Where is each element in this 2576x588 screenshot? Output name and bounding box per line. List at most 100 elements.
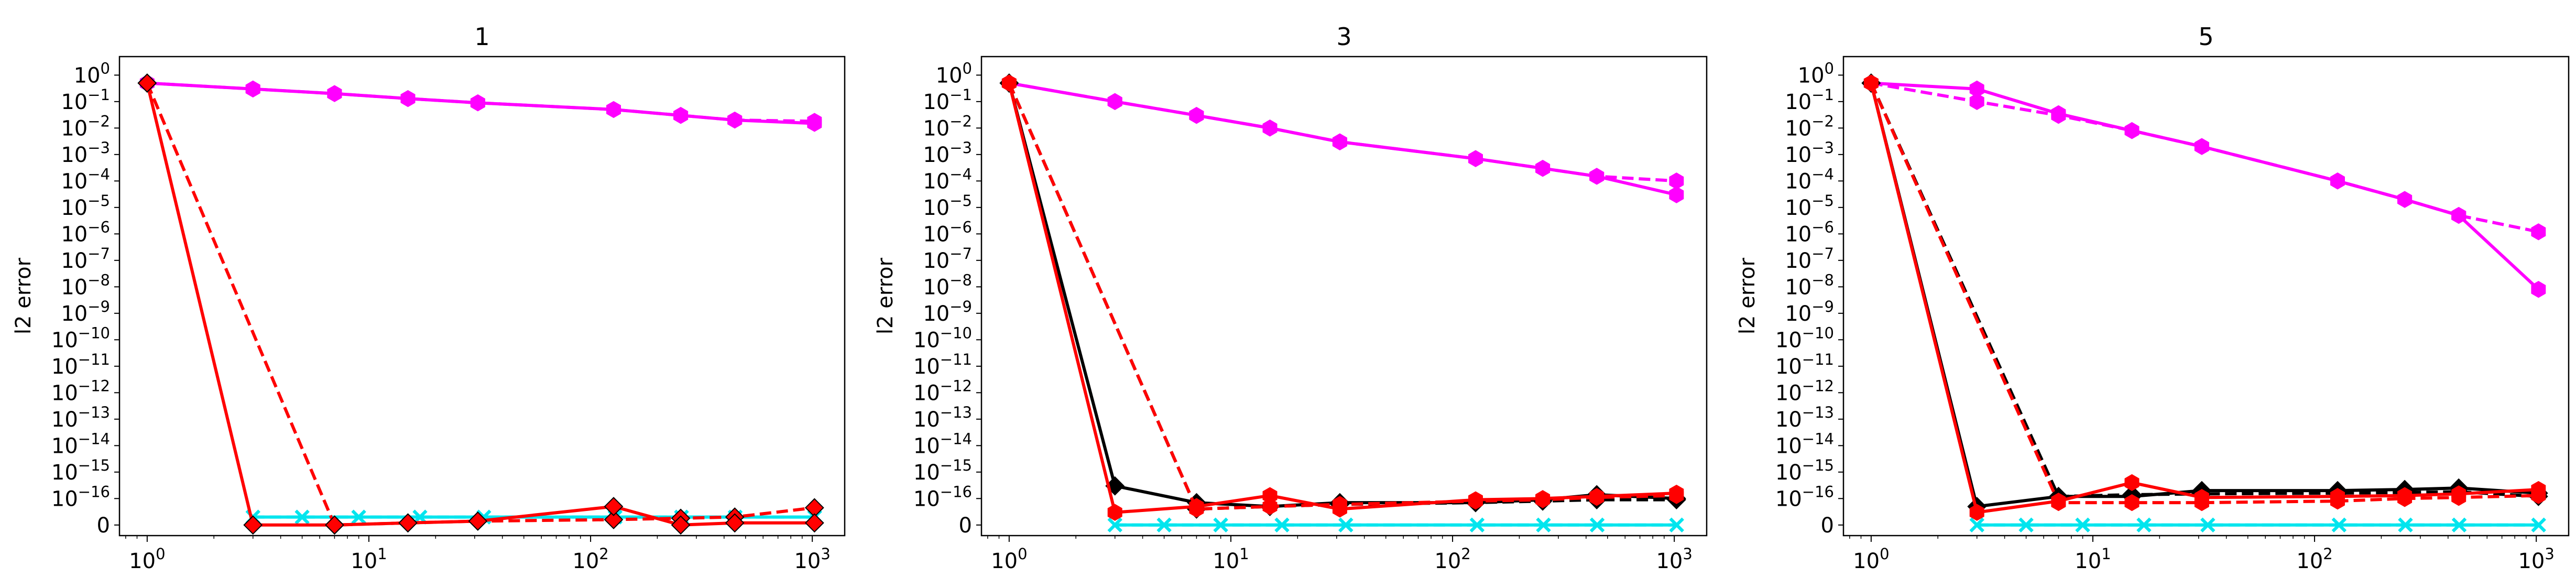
subplot-title: 1 (474, 23, 489, 51)
data-point (1262, 498, 1278, 515)
data-point (2397, 487, 2413, 504)
y-tick-label: 10−5 (923, 192, 972, 220)
axes-frame (118, 56, 846, 537)
data-point (325, 515, 344, 535)
plot-area (137, 73, 824, 535)
data-point (2124, 474, 2140, 492)
y-tick-label: 10−15 (913, 456, 972, 485)
data-point (1332, 133, 1347, 150)
y-tick-label: 10−11 (1775, 351, 1834, 379)
data-point (1468, 491, 1483, 508)
x-tick-label: 101 (351, 545, 387, 573)
data-point (1332, 500, 1347, 518)
subplot-title: 5 (2198, 23, 2213, 51)
data-point (1589, 168, 1604, 185)
series-5 (137, 73, 824, 535)
data-point (2451, 206, 2466, 224)
y-tick-label: 10−4 (61, 165, 110, 193)
y-tick-label: 10−8 (923, 271, 972, 299)
y-tick-label: 10−8 (1785, 271, 1834, 299)
data-point (137, 73, 157, 93)
x-tick-label: 100 (991, 545, 1027, 573)
data-point (2051, 493, 2066, 510)
data-point (1001, 74, 1017, 92)
y-tick-label: 10−8 (61, 271, 110, 299)
data-point (2451, 517, 2467, 532)
data-point (351, 509, 366, 525)
y-tick-label: 10−10 (51, 324, 110, 352)
data-point (2124, 494, 2140, 511)
series-3 (1107, 517, 1684, 532)
data-point (398, 513, 418, 533)
subplot-5: 5l2 error010−1610−1510−1410−1310−1210−11… (1735, 23, 2570, 573)
series-7 (1863, 74, 2546, 521)
y-tick-label: 10−2 (1785, 112, 1834, 140)
axes-frame (1842, 56, 2570, 537)
data-point (1536, 517, 1551, 532)
y-tick-label: 10−10 (913, 324, 972, 352)
y-tick-label: 10−12 (913, 377, 972, 405)
y-tick-label: 10−9 (1785, 298, 1834, 326)
data-point (1969, 93, 1984, 110)
y-tick-label: 10−7 (923, 245, 972, 273)
x-tick-label: 100 (129, 545, 165, 573)
series-line (1870, 82, 2539, 505)
x-tick-label: 102 (1434, 545, 1470, 573)
x-tick-label: 103 (2518, 545, 2554, 573)
data-point (1262, 487, 1278, 504)
y-tick-label: 0 (97, 514, 110, 538)
x-tick-label: 102 (2296, 545, 2332, 573)
y-tick-label: 100 (1798, 59, 1834, 88)
data-point (1213, 517, 1228, 532)
y-tick-label: 10−1 (61, 86, 110, 114)
axes-frame (980, 56, 1708, 537)
y-tick-label: 10−2 (61, 112, 110, 140)
x-tick-label: 101 (1213, 545, 1249, 573)
subplot-title: 3 (1336, 23, 1351, 51)
data-point (2194, 489, 2209, 506)
y-tick-label: 10−10 (1775, 324, 1834, 352)
data-point (725, 513, 745, 533)
data-point (2531, 517, 2546, 532)
y-tick-label: 10−3 (923, 139, 972, 167)
data-point (1107, 504, 1122, 521)
data-point (2398, 517, 2413, 532)
y-tick-label: 10−2 (923, 112, 972, 140)
data-point (1189, 498, 1204, 515)
y-tick-label: 0 (959, 514, 972, 538)
data-point (2330, 172, 2345, 190)
y-tick-label: 10−4 (923, 165, 972, 193)
y-tick-label: 10−1 (923, 86, 972, 114)
data-point (1969, 517, 1984, 532)
data-point (294, 509, 310, 525)
data-point (2051, 105, 2066, 123)
y-tick-label: 10−16 (51, 483, 110, 511)
data-point (1274, 517, 1290, 532)
y-tick-label: 10−13 (51, 404, 110, 432)
y-tick-label: 10−9 (61, 298, 110, 326)
data-point (1669, 517, 1684, 532)
y-tick-label: 10−11 (51, 351, 110, 379)
plot-area (999, 73, 1686, 532)
data-point (470, 94, 485, 112)
y-tick-label: 10−3 (61, 139, 110, 167)
subplot-3: 3l2 error010−1610−1510−1410−1310−1210−11… (874, 23, 1708, 573)
data-point (804, 513, 824, 533)
data-point (1669, 186, 1684, 203)
y-tick-label: 10−9 (923, 298, 972, 326)
data-point (2531, 481, 2546, 498)
data-point (2124, 122, 2140, 139)
data-point (604, 510, 624, 529)
data-point (245, 80, 260, 97)
data-point (1669, 484, 1684, 502)
data-point (671, 515, 691, 535)
y-tick-label: 100 (74, 59, 110, 88)
data-point (1589, 488, 1604, 505)
data-point (1468, 150, 1483, 167)
y-tick-label: 10−3 (1785, 139, 1834, 167)
y-axis-label: l2 error (12, 257, 36, 334)
data-point (1156, 517, 1172, 532)
data-point (327, 85, 342, 102)
data-point (1338, 517, 1354, 532)
